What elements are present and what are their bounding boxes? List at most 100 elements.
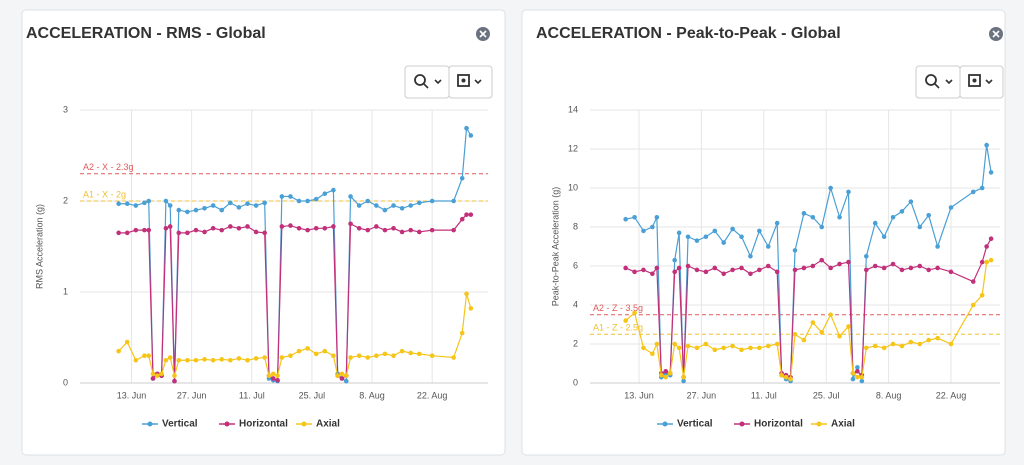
data-point [765, 343, 771, 349]
data-point [765, 263, 771, 269]
zoom-button[interactable] [404, 65, 450, 99]
data-point [185, 209, 190, 215]
legend-swatch [301, 421, 307, 427]
data-point [819, 224, 825, 230]
data-point [279, 224, 285, 229]
data-point [632, 310, 637, 316]
y-tick-label: 3 [63, 104, 68, 114]
data-point [810, 214, 816, 220]
data-point [703, 341, 709, 347]
data-point [855, 374, 860, 380]
data-point [236, 205, 242, 210]
data-point [343, 373, 349, 379]
data-point [322, 348, 328, 354]
data-point [391, 203, 396, 208]
data-point [339, 376, 345, 381]
legend-item[interactable]: Horizontal [734, 419, 803, 430]
data-point [296, 198, 302, 204]
data-point [172, 373, 177, 379]
legend-label: Axial [831, 419, 855, 430]
data-point [245, 224, 250, 229]
settings-button[interactable] [448, 65, 493, 99]
data-point [828, 185, 833, 191]
data-point [681, 378, 686, 384]
data-point [681, 374, 686, 380]
data-point [730, 267, 735, 273]
data-point [757, 267, 762, 273]
data-point [176, 357, 182, 363]
data-point [172, 378, 177, 384]
data-point [757, 345, 762, 351]
data-point [133, 203, 139, 208]
data-point [146, 353, 152, 359]
y-tick-label: 4 [573, 299, 578, 309]
data-point [632, 214, 637, 220]
data-point [124, 230, 130, 236]
data-point [451, 355, 456, 360]
data-point [193, 207, 199, 213]
close-button[interactable] [476, 27, 490, 41]
data-point [322, 226, 328, 231]
legend-item[interactable]: Axial [811, 419, 855, 430]
settings-button[interactable] [959, 65, 1004, 99]
data-point [667, 370, 673, 376]
data-point [468, 133, 474, 138]
data-point [979, 259, 985, 265]
data-point [245, 357, 250, 363]
data-point [464, 291, 469, 297]
data-point [748, 345, 753, 351]
data-point [253, 356, 259, 361]
data-point [253, 203, 259, 208]
legend-item[interactable]: Vertical [142, 419, 198, 430]
data-point [416, 200, 422, 206]
data-point [908, 199, 914, 204]
close-button[interactable] [989, 27, 1003, 41]
data-point [382, 351, 388, 357]
y-tick-label: 0 [573, 377, 578, 387]
legend-item[interactable]: Axial [296, 419, 340, 430]
x-tick-label: 22. Aug [936, 390, 967, 400]
data-point [859, 374, 865, 380]
data-point [654, 341, 660, 347]
legend-item[interactable]: Vertical [657, 419, 713, 430]
data-point [739, 265, 744, 271]
data-point [468, 212, 474, 217]
data-point [356, 203, 362, 208]
data-point [712, 228, 718, 234]
data-point [163, 357, 169, 363]
data-point [641, 267, 646, 273]
data-point [672, 269, 677, 275]
zoom-button[interactable] [915, 65, 961, 99]
data-point [988, 257, 994, 263]
data-point [313, 226, 319, 231]
data-point [124, 339, 130, 345]
data-point [792, 331, 798, 337]
data-point [926, 213, 931, 218]
data-point [163, 198, 169, 204]
panel-title: ACCELERATION - Peak-to-Peak - Global [536, 25, 841, 42]
legend-swatch [147, 421, 153, 427]
data-point [219, 227, 225, 233]
data-point [288, 353, 293, 359]
data-point [202, 357, 207, 362]
data-point [810, 320, 816, 325]
data-point [288, 194, 293, 199]
legend-item[interactable]: Horizontal [219, 419, 288, 430]
data-point [774, 220, 780, 226]
data-point [748, 253, 753, 259]
y-tick-label: 6 [573, 260, 578, 270]
data-point [202, 229, 207, 235]
data-point [459, 216, 465, 222]
data-point [703, 269, 709, 275]
data-point [382, 227, 388, 233]
x-tick-label: 11. Jul [751, 390, 777, 400]
data-point [275, 377, 280, 383]
x-tick-label: 27. Jun [177, 390, 207, 400]
data-point [694, 267, 700, 273]
data-point [408, 350, 413, 356]
data-point [654, 265, 660, 271]
data-point [819, 330, 825, 335]
data-point [245, 201, 250, 207]
data-point [948, 341, 954, 347]
data-point [641, 345, 646, 351]
